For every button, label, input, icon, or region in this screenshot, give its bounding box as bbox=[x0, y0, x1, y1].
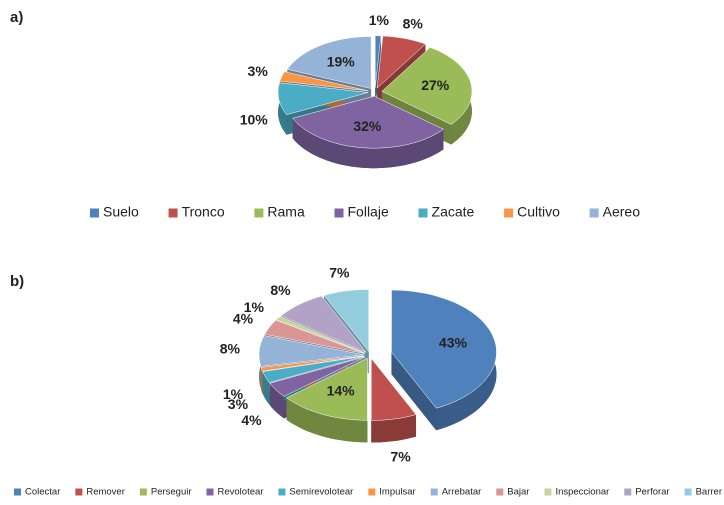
data-label: 1% bbox=[223, 386, 244, 402]
legend-swatch bbox=[206, 488, 214, 496]
legend-swatch bbox=[418, 208, 428, 218]
slice bbox=[323, 289, 369, 353]
legend-label: Impulsar bbox=[379, 487, 415, 498]
legend-label: Zacate bbox=[432, 204, 475, 220]
slice bbox=[381, 47, 473, 125]
data-label: 10% bbox=[240, 112, 269, 128]
slice-side bbox=[391, 352, 437, 431]
slice-wall bbox=[371, 414, 416, 443]
data-label: 8% bbox=[403, 15, 424, 31]
legend-label: Tronco bbox=[182, 204, 225, 220]
slice bbox=[371, 357, 417, 421]
legend-label: Bajar bbox=[507, 487, 529, 498]
panel-label: b) bbox=[10, 273, 24, 290]
legend-label: Revolotear bbox=[218, 487, 264, 498]
legend-swatch bbox=[589, 208, 599, 218]
slice-wall bbox=[292, 118, 444, 169]
data-label: 27% bbox=[421, 77, 450, 93]
legend-label: Remover bbox=[86, 487, 125, 498]
legend-swatch bbox=[368, 488, 376, 496]
slice bbox=[376, 35, 426, 89]
slice-wall bbox=[269, 383, 284, 419]
legend-label: Follaje bbox=[348, 204, 389, 220]
data-label: 4% bbox=[241, 412, 262, 428]
legend-swatch bbox=[14, 488, 21, 496]
legend-label: Inspeccionar bbox=[555, 487, 609, 498]
slice bbox=[275, 316, 366, 354]
data-label: 7% bbox=[391, 449, 412, 465]
slice bbox=[258, 335, 365, 367]
slice bbox=[260, 355, 365, 372]
legend-swatch bbox=[278, 488, 286, 496]
legend-label: Colectar bbox=[25, 487, 60, 498]
legend-swatch bbox=[254, 208, 264, 218]
data-label: 3% bbox=[228, 396, 249, 412]
data-label: 4% bbox=[233, 310, 254, 326]
legend-swatch bbox=[544, 488, 552, 496]
data-label: 3% bbox=[248, 63, 269, 79]
panel-label: a) bbox=[10, 9, 23, 26]
legend-label: Barrer bbox=[696, 487, 722, 498]
legend-label: Cultivo bbox=[517, 204, 560, 220]
data-label: 32% bbox=[353, 118, 382, 134]
data-label: 7% bbox=[329, 265, 350, 281]
slice bbox=[286, 357, 368, 421]
legend-swatch bbox=[334, 208, 344, 218]
data-label: 43% bbox=[439, 335, 468, 351]
legend-label: Arrebatar bbox=[442, 487, 482, 498]
slice bbox=[280, 295, 367, 353]
slice bbox=[262, 355, 365, 383]
legend-swatch bbox=[75, 488, 83, 496]
slice bbox=[269, 356, 366, 397]
slice bbox=[264, 319, 365, 354]
slice-wall bbox=[262, 371, 270, 405]
legend-label: Rama bbox=[267, 204, 305, 220]
data-label: 19% bbox=[327, 53, 356, 69]
legend-swatch bbox=[168, 208, 178, 218]
slice bbox=[277, 82, 369, 115]
legend-label: Perforar bbox=[635, 487, 669, 498]
slice bbox=[292, 95, 445, 149]
legend-swatch bbox=[139, 488, 147, 496]
data-label: 1% bbox=[244, 299, 265, 315]
data-label: 14% bbox=[327, 383, 356, 399]
legend-swatch bbox=[496, 488, 504, 496]
legend-swatch bbox=[624, 488, 632, 496]
legend-swatch bbox=[90, 208, 99, 218]
legend-label: Aereo bbox=[603, 204, 641, 220]
legend-swatch bbox=[430, 488, 438, 496]
data-label: 8% bbox=[270, 282, 291, 298]
legend-swatch bbox=[504, 208, 514, 218]
slice bbox=[374, 35, 382, 88]
slice bbox=[391, 289, 497, 409]
slice bbox=[279, 71, 369, 92]
slice-wall bbox=[261, 367, 263, 394]
legend-label: Perseguir bbox=[151, 487, 192, 498]
data-label: 1% bbox=[369, 12, 390, 28]
legend-swatch bbox=[684, 488, 692, 496]
slice bbox=[286, 36, 372, 89]
data-label: 8% bbox=[220, 340, 241, 356]
legend-label: Semirevolotear bbox=[289, 487, 353, 498]
legend-label: Suelo bbox=[103, 204, 139, 220]
